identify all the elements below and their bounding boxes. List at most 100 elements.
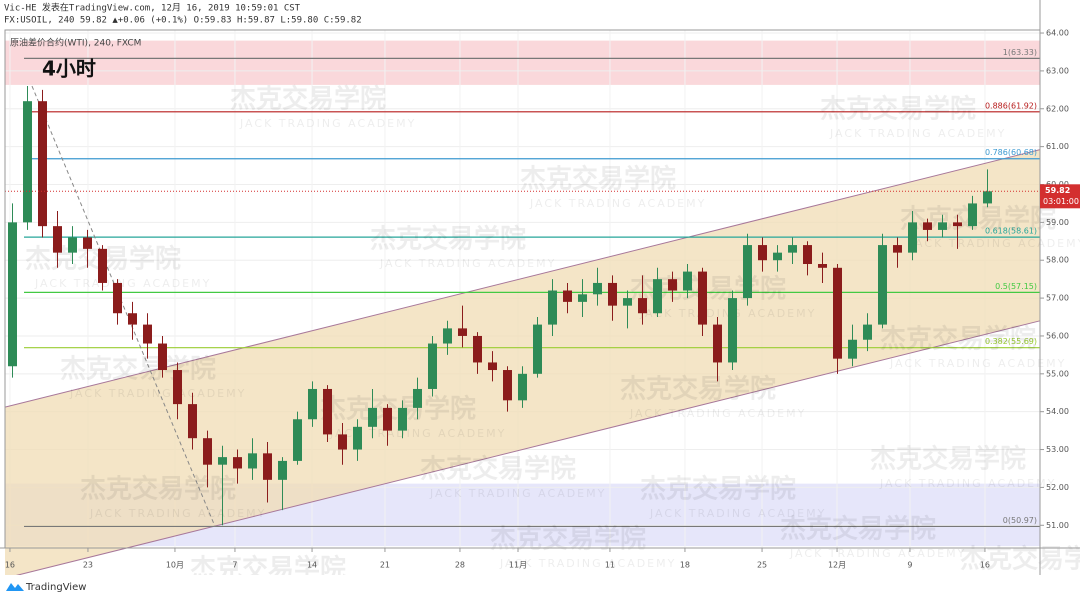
zone xyxy=(5,40,1040,85)
candle-body xyxy=(23,101,32,223)
candle-body xyxy=(98,248,107,283)
candle-body xyxy=(128,313,137,325)
candle-body xyxy=(308,388,317,420)
watermark: 杰克交易学院 xyxy=(870,444,1026,475)
candle-body xyxy=(818,264,827,268)
x-tick-label: 23 xyxy=(83,561,93,570)
candle-body xyxy=(83,237,92,249)
watermark: JACK TRADING ACADEMY xyxy=(429,487,606,500)
candle-body xyxy=(203,438,212,465)
x-tick-label: 11 xyxy=(605,561,615,570)
fib-anchor xyxy=(31,85,216,527)
watermark: JACK TRADING ACADEMY xyxy=(629,407,806,420)
candle-body xyxy=(188,404,197,439)
brand-logo xyxy=(6,583,24,591)
candle-body xyxy=(623,298,632,306)
candle-body xyxy=(548,290,557,325)
watermark: 杰克交易学院 xyxy=(230,84,386,115)
candle-body xyxy=(758,245,767,261)
y-tick-label: 54.00 xyxy=(1046,407,1069,416)
watermark: JACK TRADING ACADEMY xyxy=(789,547,966,560)
x-tick-label: 28 xyxy=(455,561,465,570)
candle-body xyxy=(563,290,572,302)
candle-body xyxy=(608,282,617,306)
candle-body xyxy=(788,245,797,253)
candle-body xyxy=(743,245,752,299)
header-line1: Vic-HE 发表在TradingView.com, 12月 16, 2019 … xyxy=(4,2,301,14)
timeframe: 4小时 xyxy=(42,57,96,81)
candle-body xyxy=(773,252,782,261)
candle-body xyxy=(698,271,707,325)
y-tick-label: 59.00 xyxy=(1046,218,1069,227)
candle-body xyxy=(593,282,602,295)
x-tick-label: 21 xyxy=(380,561,390,570)
last-price-label: 59.82 xyxy=(1045,186,1070,195)
y-tick-label: 56.00 xyxy=(1046,331,1069,340)
candle-body xyxy=(458,328,467,336)
candle-body xyxy=(893,245,902,253)
footer xyxy=(0,575,1080,600)
watermark: JACK TRADING ACADEMY xyxy=(829,127,1006,140)
candle-body xyxy=(923,222,932,230)
x-tick-label: 10月 xyxy=(166,561,184,570)
candle-body xyxy=(248,453,257,469)
candle-body xyxy=(158,343,167,371)
y-tick-label: 63.00 xyxy=(1046,66,1069,75)
candle-body xyxy=(398,407,407,431)
channel-line xyxy=(4,320,1041,579)
candle-body xyxy=(938,222,947,230)
y-tick-label: 58.00 xyxy=(1046,256,1069,265)
watermark: JACK TRADING ACADEMY xyxy=(909,237,1080,250)
candle-body xyxy=(878,245,887,325)
x-tick-label: 12月 xyxy=(828,561,846,570)
watermark: JACK TRADING ACADEMY xyxy=(499,557,676,570)
candle-body xyxy=(683,271,692,291)
fib-label: 0.786(60.68) xyxy=(985,148,1037,157)
fib-label: 0.618(58.61) xyxy=(985,227,1037,236)
watermark: JACK TRADING ACADEMY xyxy=(889,357,1066,370)
y-tick-label: 62.00 xyxy=(1046,104,1069,113)
candle-body xyxy=(833,267,842,359)
candle-body xyxy=(533,324,542,374)
candle-body xyxy=(368,407,377,427)
watermark: 杰克交易学院 xyxy=(80,474,236,505)
candle-body xyxy=(728,298,737,363)
candle-body xyxy=(503,370,512,401)
candle-body xyxy=(653,279,662,314)
candle-body xyxy=(488,362,497,371)
watermark: 杰克交易学院 xyxy=(620,374,776,405)
x-tick-label: 18 xyxy=(680,561,690,570)
candle-body xyxy=(443,328,452,344)
instrument: 原油差价合约(WTI), 240, FXCM xyxy=(10,37,141,49)
watermark: JACK TRADING ACADEMY xyxy=(69,387,246,400)
candle-body xyxy=(713,324,722,363)
x-tick-label: 9 xyxy=(907,561,912,570)
candle-body xyxy=(113,282,122,314)
candle-body xyxy=(278,460,287,480)
y-tick-label: 61.00 xyxy=(1046,142,1069,151)
y-tick-label: 57.00 xyxy=(1046,294,1069,303)
watermark: JACK TRADING ACADEMY xyxy=(529,197,706,210)
fib-label: 0.5(57.15) xyxy=(995,282,1037,291)
watermark: 杰克交易学院 xyxy=(640,474,796,505)
watermark: 杰克交易学院 xyxy=(490,524,646,555)
candle-body xyxy=(233,457,242,469)
watermark: 杰克交易学院 xyxy=(780,514,936,545)
x-tick-label: 16 xyxy=(980,561,990,570)
fib-label: 0(50.97) xyxy=(1003,516,1037,525)
countdown: 03:01:00 xyxy=(1043,197,1079,206)
x-tick-label: 7 xyxy=(232,561,237,570)
candle-body xyxy=(338,434,347,450)
candle-body xyxy=(293,419,302,461)
watermark: 杰克交易学院 xyxy=(520,164,676,195)
candle-body xyxy=(413,388,422,408)
candle-body xyxy=(908,222,917,253)
y-tick-label: 64.00 xyxy=(1046,29,1069,38)
candle-body xyxy=(263,453,272,480)
fib-label: 0.886(61.92) xyxy=(985,101,1037,110)
watermark: JACK TRADING ACADEMY xyxy=(639,307,816,320)
candle-body xyxy=(518,373,527,401)
fib-label: 0.382(55.69) xyxy=(985,337,1037,346)
x-tick-label: 25 xyxy=(757,561,767,570)
